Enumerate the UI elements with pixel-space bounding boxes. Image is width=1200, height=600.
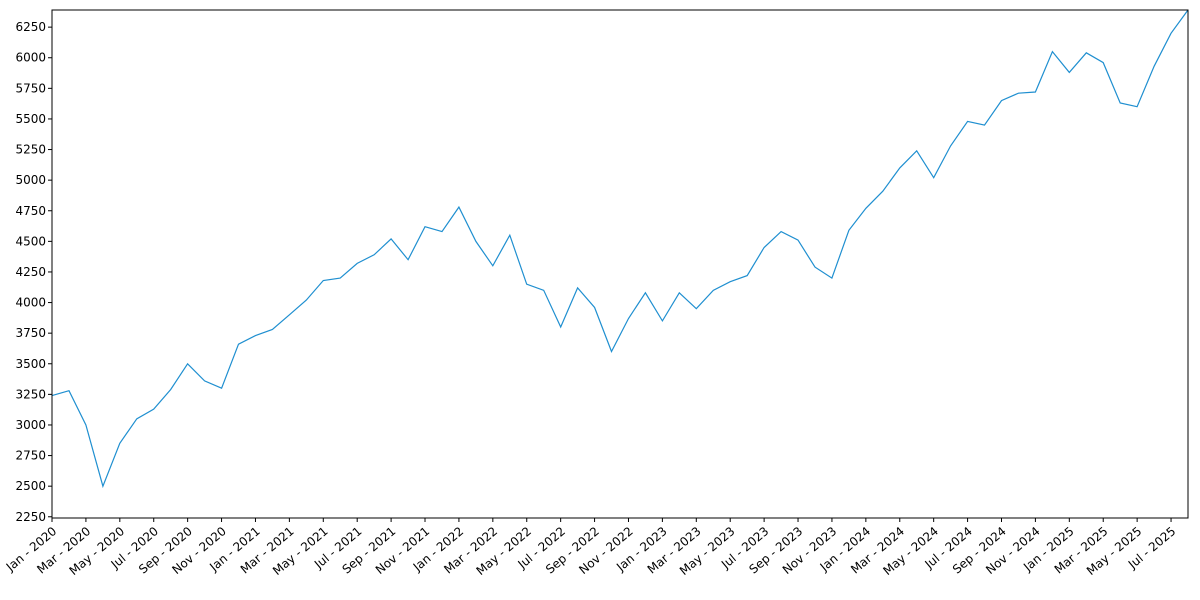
y-tick-label: 3000 [15, 418, 46, 432]
y-tick-label: 5250 [15, 143, 46, 157]
y-tick-label: 4500 [15, 234, 46, 248]
plot-frame [51, 9, 1189, 519]
y-tick-label: 3500 [15, 357, 46, 371]
y-tick-label: 5750 [15, 81, 46, 95]
price-line [51, 9, 1189, 489]
y-tick-label: 3250 [15, 387, 46, 401]
y-tick-label: 6000 [15, 51, 46, 65]
y-tick-label: 5000 [15, 173, 46, 187]
y-tick-label: 6250 [15, 20, 46, 34]
y-tick-label: 4250 [15, 265, 46, 279]
y-tick-label: 4750 [15, 204, 46, 218]
y-tick-label: 5500 [15, 112, 46, 126]
y-tick-label: 2750 [15, 449, 46, 463]
y-tick-label: 4000 [15, 296, 46, 310]
y-tick-label: 3750 [15, 326, 46, 340]
y-tick-label: 2500 [15, 479, 46, 493]
y-tick-label: 2250 [15, 510, 46, 524]
